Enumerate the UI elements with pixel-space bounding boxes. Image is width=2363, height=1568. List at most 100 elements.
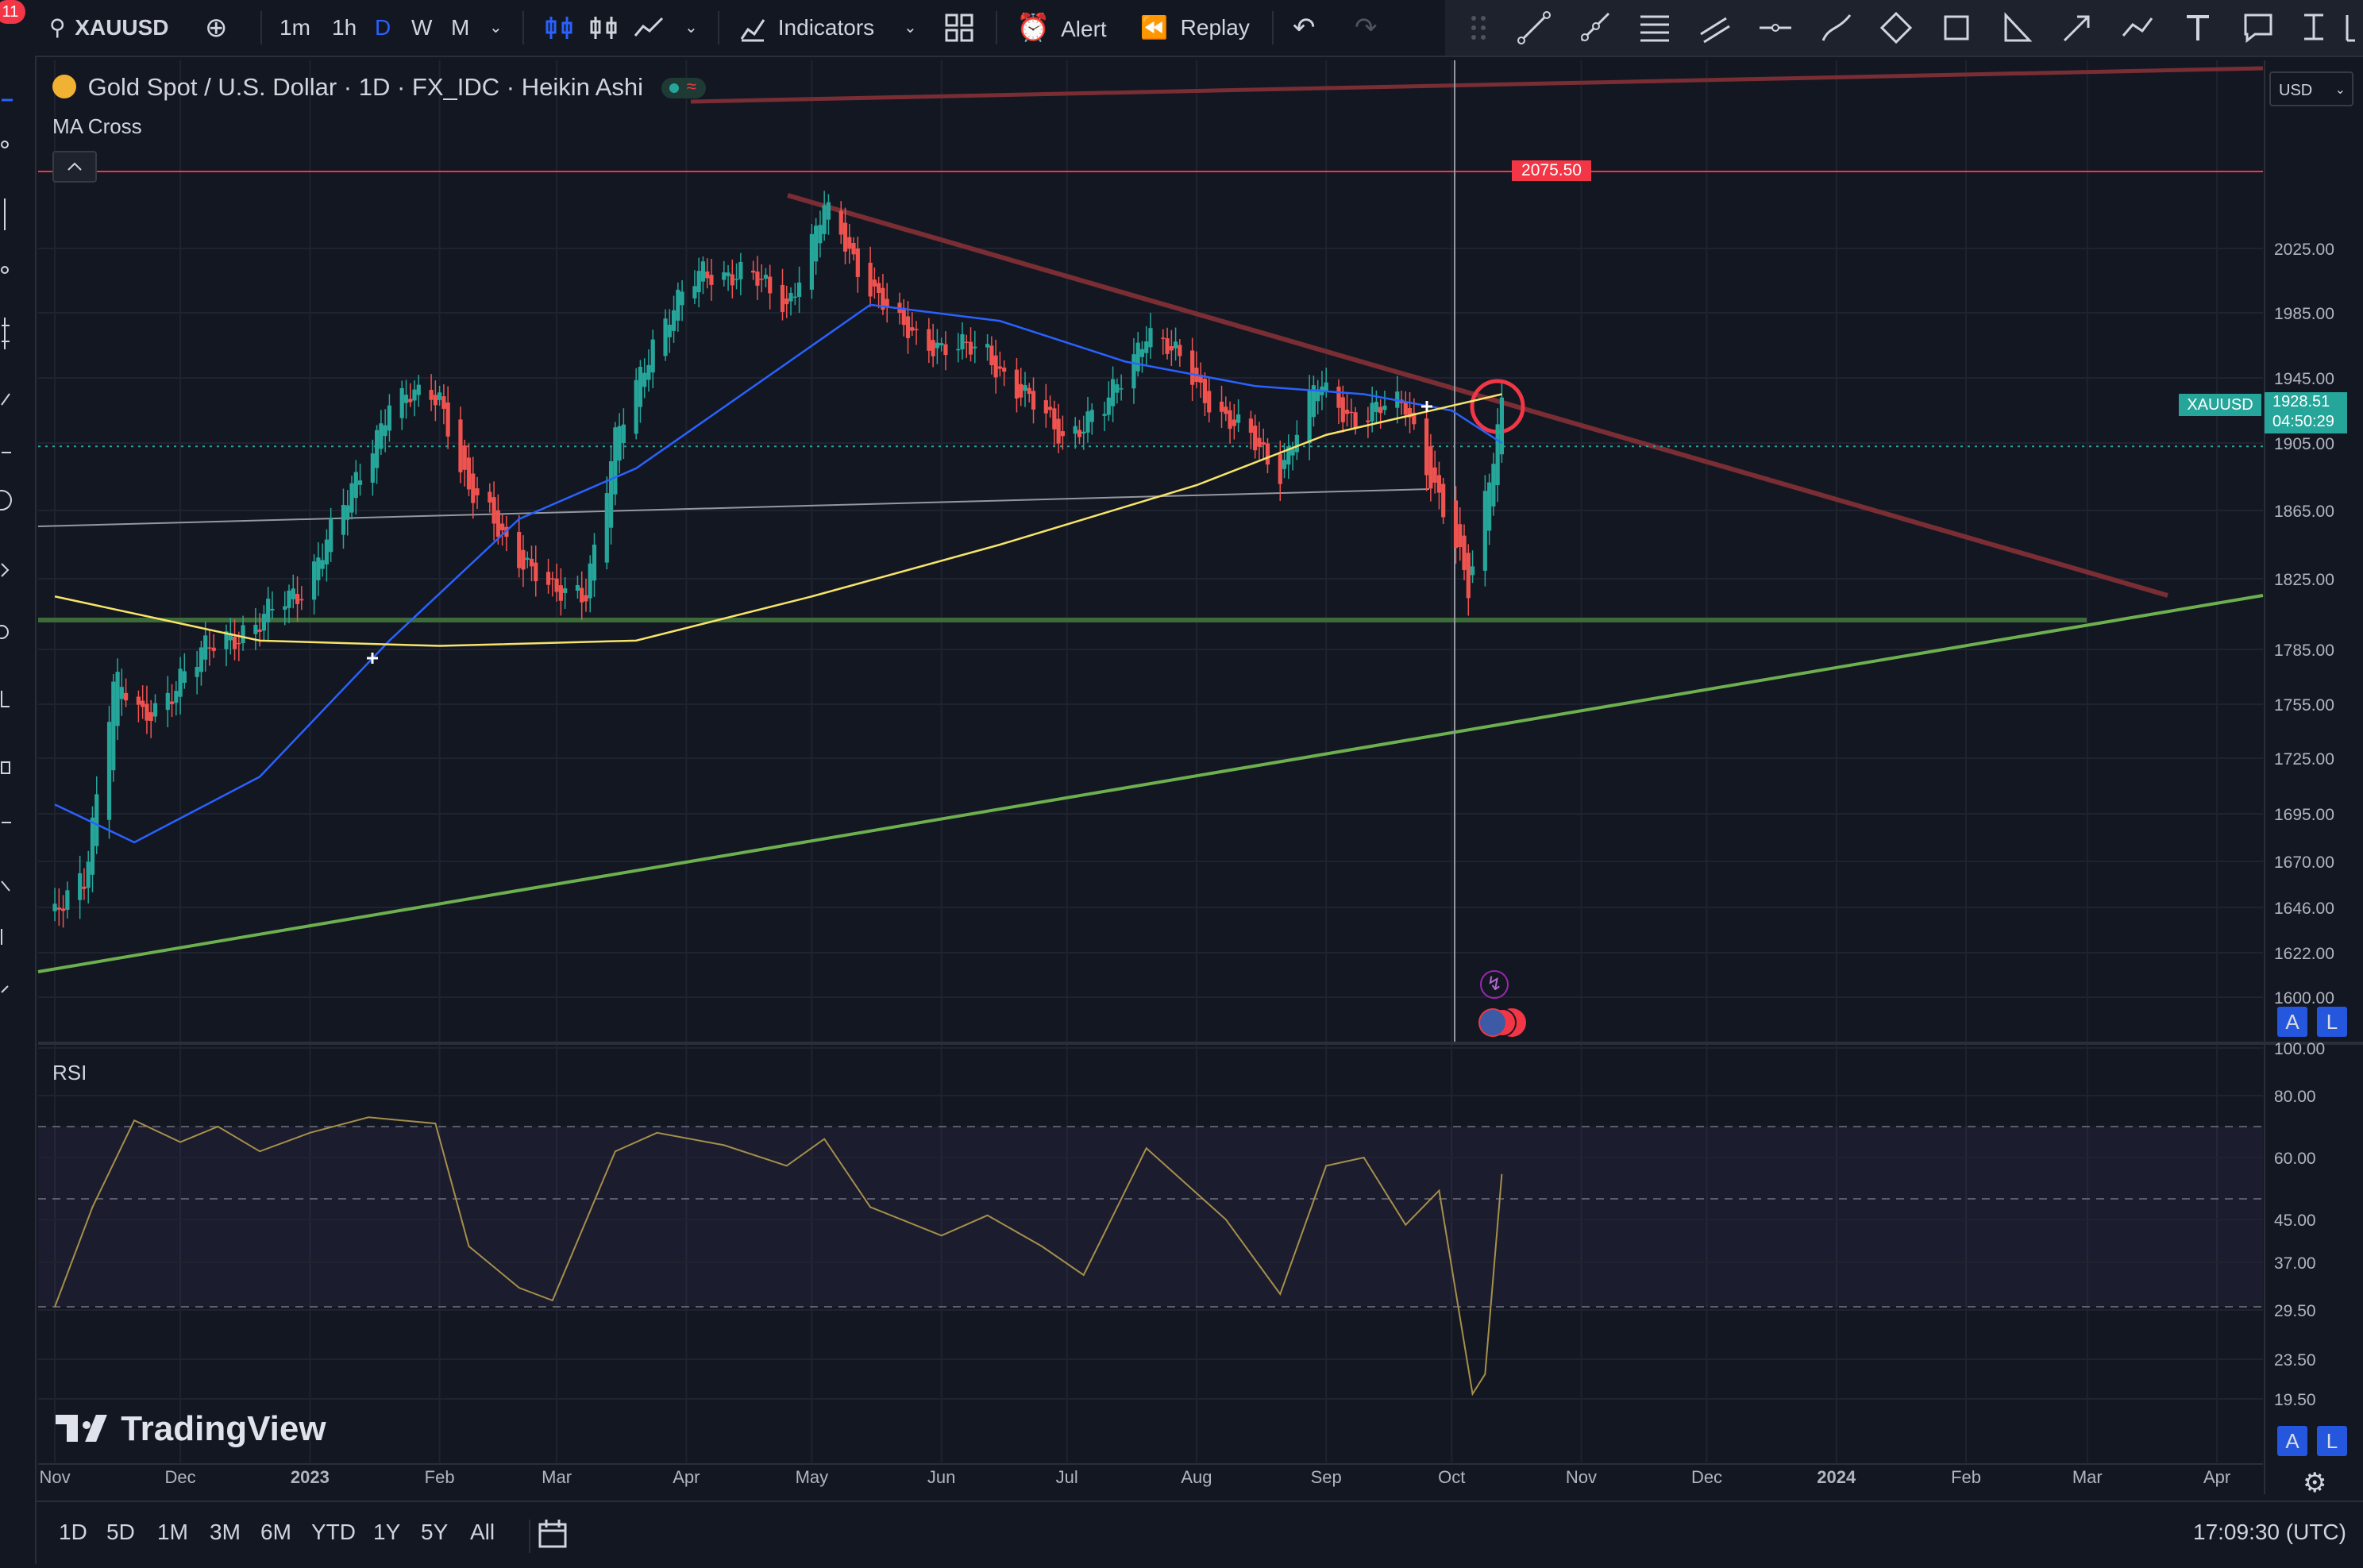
left-tool-icons[interactable] (0, 56, 35, 1564)
triangle-icon[interactable] (1999, 10, 2034, 45)
candle-body (1207, 391, 1212, 413)
bars-icon[interactable] (586, 10, 621, 45)
descending-trend-line (787, 193, 2168, 598)
y-tick-label: 1670.00 (2274, 853, 2334, 872)
range-button-3m[interactable]: 3M (210, 1520, 241, 1544)
range-button-1y[interactable]: 1Y (373, 1520, 401, 1544)
ma-fast-line (54, 303, 1503, 844)
symbol-search-button[interactable]: ⚲ XAUUSD (49, 11, 169, 44)
candles-icon[interactable] (542, 10, 576, 45)
rsi-tick-label: 60.00 (2274, 1150, 2316, 1168)
candle-body (1278, 453, 1282, 484)
ma-cross-legend[interactable]: MA Cross (52, 114, 142, 138)
range-button-5y[interactable]: 5Y (421, 1520, 449, 1544)
auto-scale-button[interactable]: A (2277, 1007, 2307, 1037)
path-icon[interactable] (2120, 10, 2155, 45)
x-tick-label: Jun (927, 1467, 955, 1487)
callout-icon[interactable] (2241, 10, 2276, 45)
candle-body (960, 333, 965, 350)
rsi-auto-scale-button[interactable]: A (2277, 1426, 2307, 1456)
horizontal-line-icon[interactable] (1758, 10, 1793, 45)
rsi-legend[interactable]: RSI (52, 1061, 87, 1085)
drawings (37, 60, 2264, 1042)
range-button-1d[interactable]: 1D (59, 1520, 87, 1544)
arrow-icon[interactable] (2060, 10, 2095, 45)
candle-body (1248, 418, 1254, 433)
candle-body (1169, 345, 1174, 351)
range-button-ytd[interactable]: YTD (311, 1520, 356, 1544)
candle-body (680, 291, 684, 306)
candle-body (1144, 341, 1149, 353)
candle-body (792, 296, 797, 299)
market-status-badge[interactable]: ≈ (661, 76, 706, 98)
measure-icon[interactable] (2339, 10, 2363, 45)
candle-body (495, 510, 500, 537)
candle-body (207, 647, 212, 649)
rectangle-icon[interactable] (1939, 10, 1974, 45)
brush-icon[interactable] (1818, 10, 1853, 45)
currency-select[interactable]: USD ⌄ (2269, 71, 2353, 106)
layouts-icon[interactable] (942, 10, 977, 45)
fib-retracement-icon[interactable] (1637, 10, 1672, 45)
search-icon: ⚲ (49, 15, 66, 40)
candle-body (383, 425, 387, 437)
undo-icon[interactable]: ↶ (1293, 13, 1316, 43)
replay-button[interactable]: ⏪ Replay (1140, 11, 1250, 44)
chevron-down-icon[interactable]: ⌄ (489, 19, 503, 37)
interval-m[interactable]: M (451, 15, 470, 40)
event-lightning-icon[interactable]: ↯ (1480, 970, 1509, 999)
interval-1h[interactable]: 1h (332, 15, 357, 40)
chart-legend[interactable]: Gold Spot / U.S. Dollar · 1D · FX_IDC · … (52, 73, 706, 102)
redo-icon[interactable]: ↷ (1355, 13, 1378, 43)
utc-clock[interactable]: 17:09:30 (UTC) (2193, 1520, 2346, 1544)
candle-body (148, 712, 153, 722)
collapse-legend-button[interactable] (52, 151, 97, 183)
candle-body (412, 389, 417, 401)
calendar-icon[interactable] (535, 1516, 570, 1551)
compare-add-icon[interactable]: ⊕ (205, 13, 228, 43)
alert-button[interactable]: ⏰ Alert (1016, 11, 1107, 44)
trend-line-icon[interactable] (1517, 10, 1552, 45)
interval-w[interactable]: W (411, 15, 433, 40)
price-label-icon[interactable] (2296, 10, 2331, 45)
candle-body (500, 523, 505, 530)
chevron-down-icon[interactable]: ⌄ (684, 19, 698, 37)
economic-events-flag-icon[interactable] (1478, 1008, 1534, 1038)
y-tick-label: 1985.00 (2274, 305, 2334, 323)
currency-label: USD (2279, 82, 2313, 99)
candle-body (433, 395, 438, 406)
line-chart-icon[interactable] (632, 10, 667, 45)
candle-body (671, 310, 677, 331)
settings-gear-icon[interactable]: ⚙ (2303, 1468, 2327, 1498)
chevron-down-icon[interactable]: ⌄ (904, 19, 917, 37)
candle-body (345, 505, 350, 520)
range-button-1m[interactable]: 1M (157, 1520, 188, 1544)
candle-body (341, 504, 346, 535)
range-button-5d[interactable]: 5D (106, 1520, 135, 1544)
text-icon[interactable] (2180, 10, 2215, 45)
parallel-channel-icon[interactable] (1698, 10, 1733, 45)
notification-badge[interactable]: 11 (0, 0, 25, 24)
interval-d[interactable]: D (375, 15, 391, 40)
candle-body (881, 287, 885, 310)
interval-1m[interactable]: 1m (279, 15, 310, 40)
range-button-all[interactable]: All (470, 1520, 495, 1544)
drag-handle-icon[interactable] (1461, 10, 1496, 45)
candle-body (152, 703, 158, 717)
candle-body (814, 225, 819, 262)
candle-body (429, 390, 434, 400)
candle-body (1202, 378, 1208, 403)
log-scale-button[interactable]: L (2317, 1007, 2347, 1037)
alert-label: Alert (1061, 17, 1107, 41)
candle-body (1307, 391, 1312, 444)
rsi-tick-label: 29.50 (2274, 1302, 2316, 1320)
range-button-6m[interactable]: 6M (260, 1520, 291, 1544)
rsi-log-scale-button[interactable]: L (2317, 1426, 2347, 1456)
candle-body (734, 279, 739, 280)
indicators-button[interactable]: Indicators (738, 11, 874, 44)
pattern-icon[interactable] (1879, 10, 1914, 45)
candle-body (438, 392, 442, 400)
candle-body (182, 671, 187, 684)
ray-icon[interactable] (1577, 10, 1612, 45)
tradingview-logo[interactable]: TradingView (56, 1409, 326, 1449)
